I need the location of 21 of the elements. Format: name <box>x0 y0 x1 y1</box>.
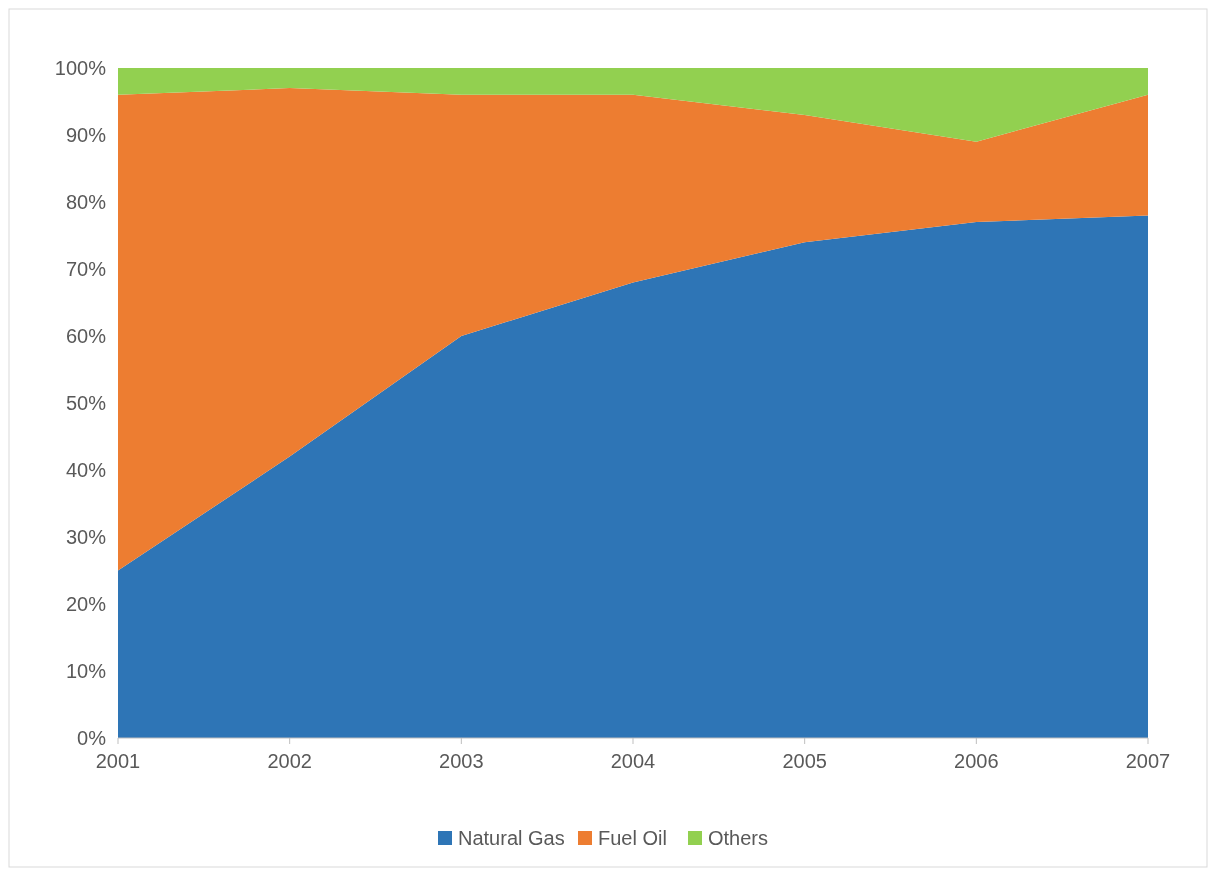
legend-label: Others <box>708 827 769 849</box>
y-tick-label: 60% <box>65 325 107 347</box>
y-tick-label: 20% <box>65 593 107 615</box>
x-tick-label: 2001 <box>95 750 141 772</box>
x-tick-label: 2003 <box>439 750 484 772</box>
y-tick-label: 100% <box>54 57 107 79</box>
legend-label: Fuel Oil <box>598 827 667 849</box>
y-tick-label: 90% <box>65 124 107 146</box>
x-tick-label: 2007 <box>1125 750 1171 772</box>
x-tick-label: 2005 <box>782 750 827 772</box>
y-tick-label: 50% <box>65 392 107 414</box>
y-tick-label: 30% <box>65 526 107 548</box>
y-tick-label: 70% <box>65 258 107 280</box>
y-tick-label: 0% <box>77 727 107 749</box>
x-tick-label: 2002 <box>267 750 312 772</box>
y-tick-label: 40% <box>65 459 107 481</box>
x-tick-label: 2004 <box>610 750 656 772</box>
y-tick-label: 80% <box>65 191 107 213</box>
x-tick-label: 2006 <box>954 750 999 772</box>
y-tick-label: 10% <box>65 660 107 682</box>
legend-label: Natural Gas <box>458 827 565 849</box>
